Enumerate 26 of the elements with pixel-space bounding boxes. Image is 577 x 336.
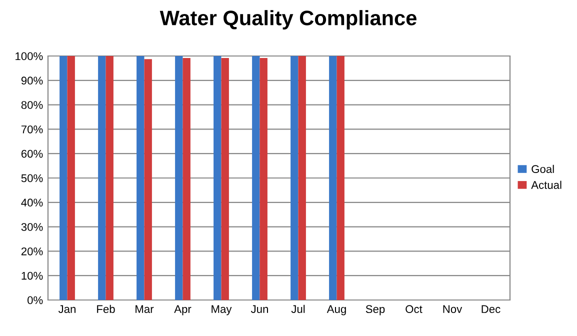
y-tick-label: 10% xyxy=(22,272,43,280)
x-tick-label: Aug xyxy=(326,305,346,316)
x-tick-label: Oct xyxy=(406,305,422,314)
x-tick-label: Jan xyxy=(58,305,76,314)
y-tick-label: 60% xyxy=(21,150,43,158)
legend-label: Actual xyxy=(531,180,562,189)
y-tick-label: 100% xyxy=(16,52,43,60)
y-tick-label: 80% xyxy=(21,101,43,109)
x-tick-label: Jul xyxy=(291,304,305,314)
x-tick-label: Apr xyxy=(174,305,192,316)
x-tick-label: Jun xyxy=(250,305,268,314)
y-tick-label: 50% xyxy=(21,174,43,182)
y-tick-label: 20% xyxy=(21,247,43,256)
legend-label: Goal xyxy=(532,164,554,174)
y-tick-label: 70% xyxy=(21,125,43,134)
y-tick-label: 40% xyxy=(21,198,43,207)
y-tick-label: 30% xyxy=(21,223,43,231)
y-tick-label: 0% xyxy=(28,296,43,304)
x-tick-label: May xyxy=(212,305,232,316)
chart-title: Water Quality Compliance xyxy=(160,10,416,30)
y-tick-label: 90% xyxy=(21,76,43,85)
x-tick-label: Nov xyxy=(443,305,462,314)
x-tick-label: Sep xyxy=(366,305,385,316)
x-tick-label: Dec xyxy=(482,305,500,314)
x-tick-label: Mar xyxy=(136,305,154,314)
x-tick-label: Feb xyxy=(97,304,115,314)
